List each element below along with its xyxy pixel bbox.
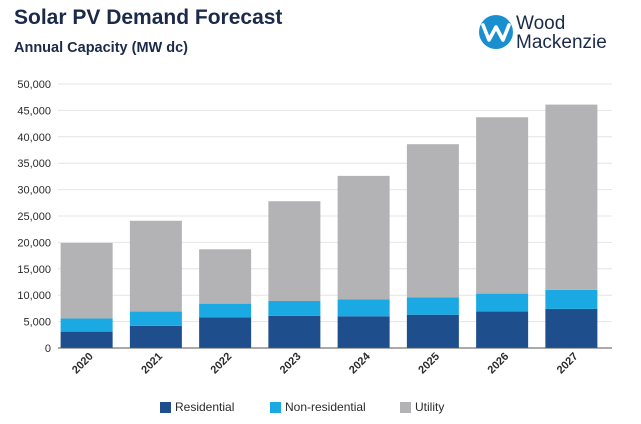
legend-item-non-residential[interactable]: Non-residential [270, 400, 366, 414]
y-tick-label: 35,000 [17, 158, 51, 170]
wood-mackenzie-logo-icon [479, 15, 513, 49]
bar-utility-2021[interactable] [129, 220, 182, 312]
bar-residential-2023[interactable] [268, 315, 321, 348]
bar-non-residential-2024[interactable] [337, 299, 390, 317]
y-tick-label: 25,000 [17, 211, 51, 223]
x-tick-label: 2025 [416, 351, 442, 377]
bar-residential-2022[interactable] [199, 317, 252, 348]
y-tick-label: 20,000 [17, 237, 51, 249]
y-tick-label: 0 [45, 343, 51, 355]
y-tick-label: 5,000 [23, 317, 51, 329]
bar-non-residential-2022[interactable] [199, 303, 252, 318]
legend-label-residential: Residential [175, 400, 235, 414]
x-tick-label: 2026 [486, 351, 512, 377]
bar-utility-2022[interactable] [199, 249, 252, 304]
bar-utility-2024[interactable] [337, 175, 390, 300]
legend-label-utility: Utility [415, 400, 445, 414]
bar-non-residential-2023[interactable] [268, 301, 321, 316]
logo-text: Wood Mackenzie [516, 14, 607, 52]
legend-item-utility[interactable]: Utility [400, 400, 444, 414]
x-tick-label: 2020 [70, 351, 96, 377]
x-tick-label: 2027 [555, 351, 581, 377]
bar-utility-2023[interactable] [268, 201, 321, 302]
x-tick-label: 2024 [347, 350, 373, 376]
legend-swatch-non-residential [270, 401, 281, 413]
stacked-bar-chart: 0 5,000 10,000 15,000 20,000 25,000 30,000 35,0… [17, 79, 612, 377]
y-tick-label: 10,000 [17, 290, 51, 302]
bar-utility-2026[interactable] [476, 117, 529, 294]
x-tick-label: 2023 [278, 351, 304, 377]
chart-legend: Residential Non-residential Utility [0, 400, 641, 418]
y-tick-label: 30,000 [17, 185, 51, 197]
legend-item-residential[interactable]: Residential [160, 400, 234, 414]
bar-non-residential-2021[interactable] [129, 311, 182, 326]
x-tick-label: 2021 [139, 351, 165, 377]
bar-non-residential-2020[interactable] [60, 318, 113, 332]
bar-residential-2027[interactable] [545, 308, 598, 348]
x-tick-label: 2022 [209, 351, 235, 377]
y-tick-label: 40,000 [17, 132, 51, 144]
bar-non-residential-2025[interactable] [406, 297, 459, 315]
chart-title: Solar PV Demand Forecast [14, 6, 283, 29]
bar-utility-2027[interactable] [545, 104, 598, 290]
chart-subtitle: Annual Capacity (MW dc) [14, 40, 189, 56]
legend-swatch-residential [160, 401, 171, 413]
bar-utility-2020[interactable] [60, 242, 113, 319]
logo-text-line2: Mackenzie [516, 32, 607, 53]
y-tick-label: 15,000 [17, 264, 51, 276]
bar-residential-2020[interactable] [60, 331, 113, 348]
y-tick-label: 50,000 [17, 79, 51, 91]
y-tick-label: 45,000 [17, 105, 51, 117]
logo-text-line1: Wood [516, 13, 566, 34]
legend-label-non-residential: Non-residential [285, 400, 366, 414]
wood-mackenzie-logo: Wood Mackenzie [478, 14, 630, 60]
bar-utility-2025[interactable] [406, 144, 459, 298]
legend-swatch-utility [400, 401, 411, 413]
bar-residential-2021[interactable] [129, 325, 182, 348]
bar-non-residential-2026[interactable] [476, 293, 529, 312]
bar-non-residential-2027[interactable] [545, 289, 598, 309]
bar-residential-2026[interactable] [476, 311, 529, 348]
bar-residential-2025[interactable] [406, 314, 459, 348]
bar-residential-2024[interactable] [337, 316, 390, 348]
